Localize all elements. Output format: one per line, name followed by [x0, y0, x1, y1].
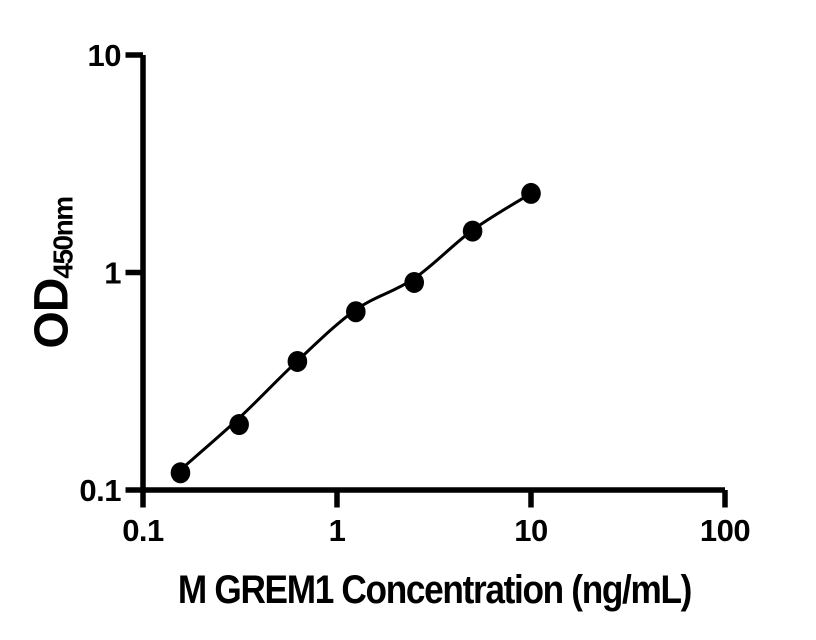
x-tick-label: 0.1 [122, 513, 164, 548]
y-tick-label: 10 [88, 38, 121, 73]
x-tick-label: 1 [329, 513, 346, 548]
data-point-marker [287, 350, 308, 372]
y-tick-label: 0.1 [79, 473, 121, 508]
data-point-marker [404, 271, 425, 293]
y-axis-title-main: OD [25, 278, 79, 349]
x-tick-label: 10 [514, 513, 547, 548]
data-point-marker [462, 220, 483, 242]
x-tick-label: 100 [700, 513, 750, 548]
y-axis-title: OD450nm [25, 197, 80, 348]
y-axis-title-subscript: 450nm [47, 197, 79, 279]
y-tick-label: 1 [104, 256, 121, 291]
data-point-marker [521, 182, 541, 204]
data-point-marker [229, 414, 249, 436]
data-point-marker [170, 462, 191, 484]
data-point-marker [346, 301, 366, 323]
x-axis-title: M GREM1 Concentration (ng/mL) [177, 568, 692, 612]
